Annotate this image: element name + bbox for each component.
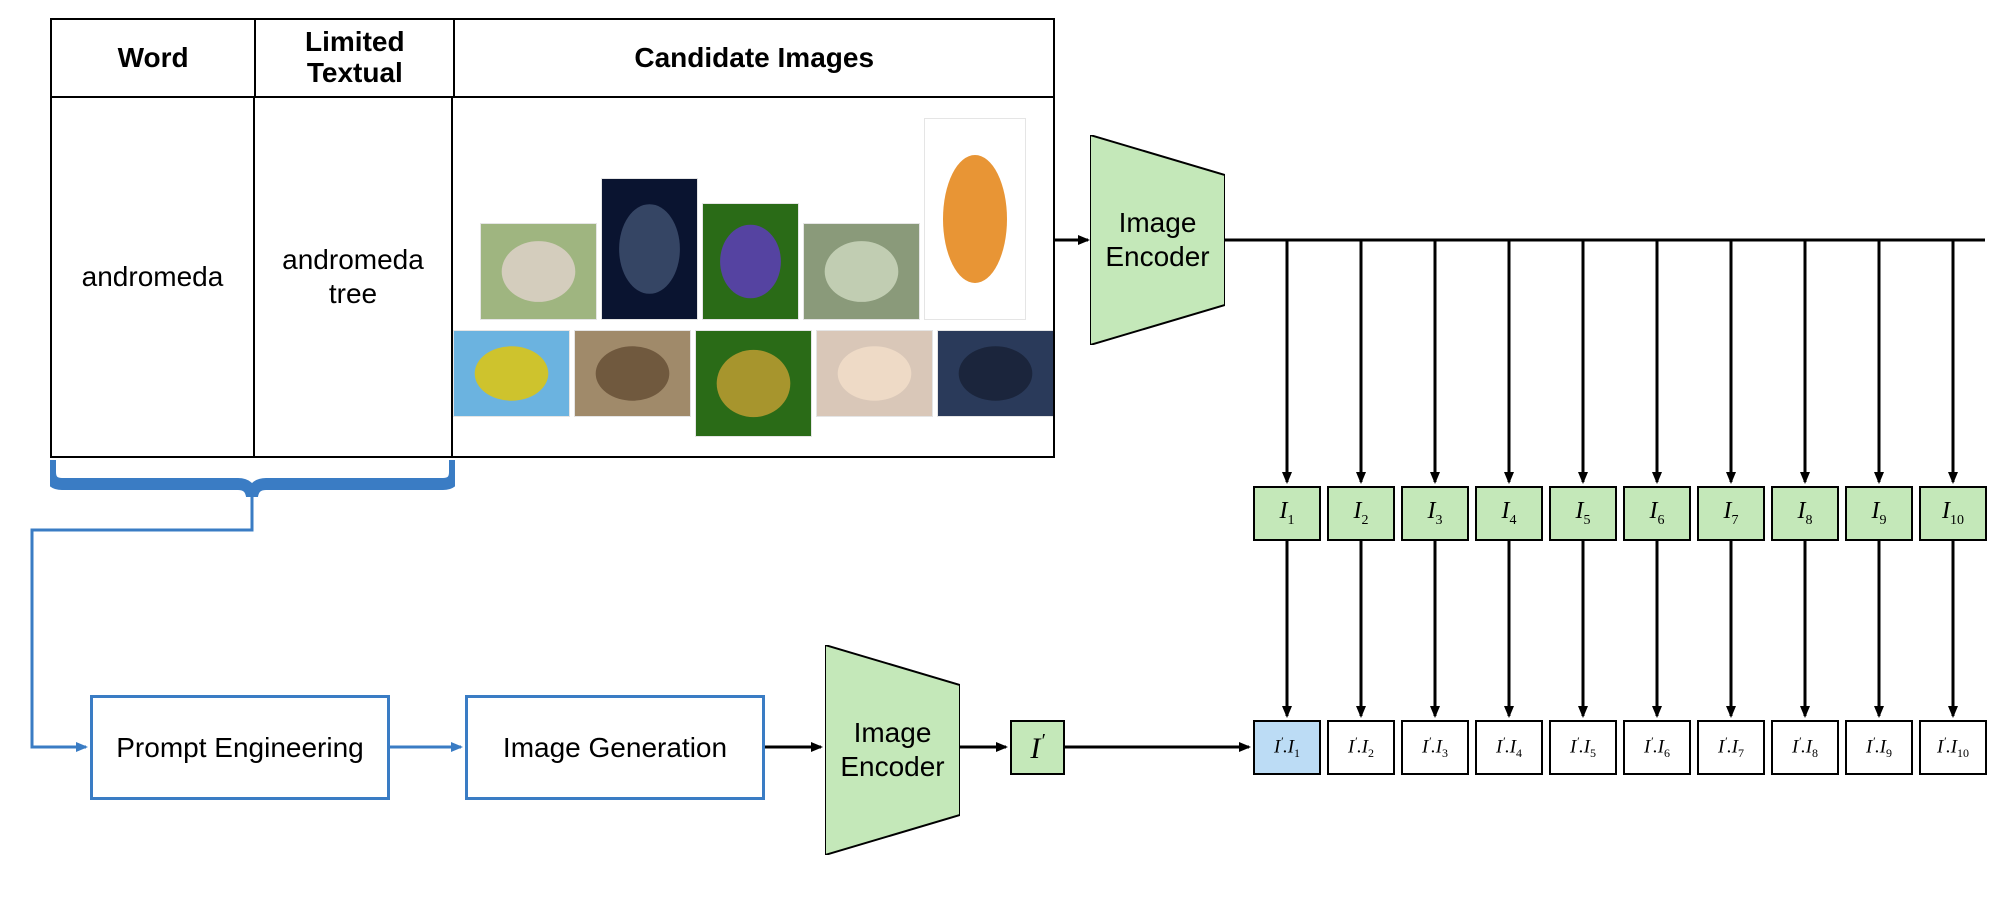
image-embedding-1: I1	[1253, 486, 1321, 541]
candidate-image-persimmon	[925, 119, 1025, 319]
input-table: Word Limited Textual Candidate Images an…	[50, 18, 1055, 458]
image-embedding-7: I7	[1697, 486, 1765, 541]
image-generation-box: Image Generation	[465, 695, 765, 800]
similarity-cell-6: I′.I6	[1623, 720, 1691, 775]
prompt-engineering-box: Prompt Engineering	[90, 695, 390, 800]
image-embedding-10: I10	[1919, 486, 1987, 541]
image-encoder-bottom: Image Encoder	[825, 645, 960, 855]
candidate-image-dark-fish	[938, 331, 1053, 416]
table-header-row: Word Limited Textual Candidate Images	[52, 20, 1053, 98]
similarity-cell-1: I′.I1	[1253, 720, 1321, 775]
i-prime-label: I′	[1030, 730, 1044, 766]
image-embedding-8: I8	[1771, 486, 1839, 541]
candidate-image-purple-flower	[703, 204, 798, 319]
candidate-image-night-sky	[602, 179, 697, 319]
col-header-images: Candidate Images	[455, 20, 1053, 98]
similarity-cell-2: I′.I2	[1327, 720, 1395, 775]
candidate-image-bark	[575, 331, 690, 416]
similarity-cell-7: I′.I7	[1697, 720, 1765, 775]
image-embedding-5: I5	[1549, 486, 1617, 541]
candidate-image-yellow-flowers	[454, 331, 569, 416]
image-encoder-top-label: Image Encoder	[1090, 135, 1225, 345]
cell-word: andromeda	[52, 98, 255, 456]
similarity-cell-3: I′.I3	[1401, 720, 1469, 775]
similarity-cell-5: I′.I5	[1549, 720, 1617, 775]
image-embedding-3: I3	[1401, 486, 1469, 541]
candidate-image-white-flower	[804, 224, 919, 319]
candidate-image-sprout	[696, 331, 811, 436]
image-encoder-top: Image Encoder	[1090, 135, 1225, 345]
similarity-cell-9: I′.I9	[1845, 720, 1913, 775]
table-row: andromeda andromeda tree	[52, 98, 1053, 456]
i-prime-embedding: I′	[1010, 720, 1065, 775]
image-embedding-2: I2	[1327, 486, 1395, 541]
similarity-cell-4: I′.I4	[1475, 720, 1543, 775]
image-embedding-6: I6	[1623, 486, 1691, 541]
image-encoder-bottom-label: Image Encoder	[825, 645, 960, 855]
similarity-cell-10: I′.I10	[1919, 720, 1987, 775]
cell-context: andromeda tree	[255, 98, 453, 456]
image-embedding-9: I9	[1845, 486, 1913, 541]
cell-candidate-images	[453, 98, 1053, 456]
similarity-cell-8: I′.I8	[1771, 720, 1839, 775]
text-columns-bracket	[50, 460, 455, 498]
candidate-image-flowers	[481, 224, 596, 319]
col-header-word: Word	[52, 20, 256, 98]
candidate-image-axolotl	[817, 331, 932, 416]
col-header-context: Limited Textual	[256, 20, 455, 98]
image-embedding-4: I4	[1475, 486, 1543, 541]
